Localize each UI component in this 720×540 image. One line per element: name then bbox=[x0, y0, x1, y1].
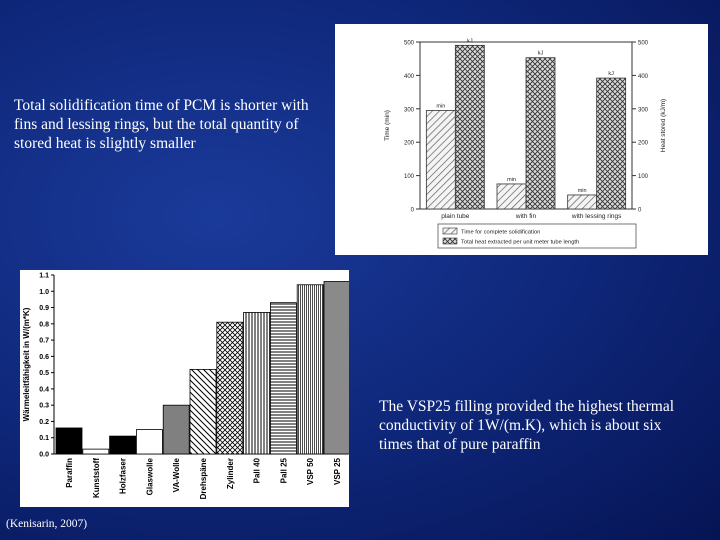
y-tick-label: 0.4 bbox=[39, 386, 49, 393]
right-description-line: times that of pure paraffin bbox=[379, 436, 541, 453]
legend-swatch bbox=[442, 227, 458, 235]
y-tick-label: 0.5 bbox=[39, 370, 49, 377]
y-tick-label: 200 bbox=[404, 141, 415, 147]
y-tick-label: 0.3 bbox=[39, 403, 49, 410]
bar bbox=[136, 429, 163, 455]
legend-box bbox=[437, 223, 637, 249]
solidification-chart-svg: 0 0 100 100 200 200 300 300 400 400 500 500 Time (mi… bbox=[384, 38, 667, 249]
bar bbox=[162, 404, 190, 455]
citation: (Kenisarin, 2007) bbox=[6, 518, 88, 530]
x-tick-label: VSP 25 bbox=[333, 457, 342, 485]
right-description: The VSP25 filling provided the highest t… bbox=[379, 397, 719, 454]
bar bbox=[243, 312, 271, 455]
bar bbox=[216, 321, 244, 455]
y-tick-label: 0 bbox=[411, 208, 415, 214]
y-tick-label: 400 bbox=[404, 74, 415, 80]
y-tick-label: 1.0 bbox=[39, 289, 49, 296]
y-tick-label: 0.0 bbox=[39, 452, 49, 459]
y-tick-label: 0.8 bbox=[39, 321, 49, 328]
x-tick-label: Pall 40 bbox=[253, 457, 262, 483]
x-tick-label: with lessing rings bbox=[571, 213, 622, 220]
x-tick-label: Paraffin bbox=[65, 458, 74, 488]
y-tick-label: 0.6 bbox=[39, 354, 49, 361]
x-tick-label: Glaswolle bbox=[145, 457, 154, 495]
x-tick-label: plain tube bbox=[441, 213, 470, 220]
x-tick-label: VSP 50 bbox=[306, 457, 315, 485]
bar-unit-label: min bbox=[578, 188, 587, 194]
y-tick-label: 300 bbox=[404, 107, 415, 113]
y-tick-label: 100 bbox=[404, 174, 415, 180]
left-description: Total solidification time of PCM is shor… bbox=[14, 97, 309, 152]
bar bbox=[82, 448, 110, 455]
bar bbox=[296, 284, 324, 455]
y-axis-label: Time (min) bbox=[384, 110, 391, 141]
bar-unit-label: min bbox=[436, 103, 445, 109]
bar-unit-label: kJ bbox=[538, 51, 544, 57]
bar-unit-label: kJ bbox=[608, 71, 614, 77]
x-tick-label: Pall 25 bbox=[279, 457, 288, 483]
bar bbox=[596, 77, 627, 210]
y2-tick-label: 0 bbox=[638, 208, 642, 214]
bar bbox=[454, 44, 485, 210]
bar bbox=[425, 110, 456, 210]
conductivity-chart: 0.0 0.1 0.2 0.3 0.4 0.5 0.6 0.7 0.8 0.9 1.0 1.1 Wärm… bbox=[20, 270, 349, 507]
x-tick-label: Kunststoff bbox=[92, 458, 101, 498]
x-tick-label: VA-Wolle bbox=[172, 457, 181, 492]
legend-label: Total heat extracted per unit meter tube… bbox=[461, 240, 579, 246]
bar bbox=[109, 435, 136, 455]
y-tick-label: 1.1 bbox=[39, 273, 49, 280]
x-tick-label: with fin bbox=[515, 213, 537, 220]
legend-swatch bbox=[442, 237, 458, 245]
bar bbox=[567, 194, 598, 210]
y-tick-label: 500 bbox=[404, 41, 415, 47]
right-description-line: The VSP25 filling provided the highest t… bbox=[379, 398, 675, 415]
x-tick-label: Holzfaser bbox=[119, 458, 128, 494]
y2-tick-label: 500 bbox=[638, 41, 649, 47]
bar bbox=[525, 57, 556, 210]
conductivity-chart-svg: 0.0 0.1 0.2 0.3 0.4 0.5 0.6 0.7 0.8 0.9 1.0 1.1 Wärm… bbox=[22, 273, 349, 499]
bar-unit-label: min bbox=[507, 177, 516, 183]
y-axis-label: Wärmeleitfähigkeit in W/(m*K) bbox=[22, 307, 31, 421]
bar bbox=[269, 302, 297, 455]
y2-tick-label: 200 bbox=[638, 141, 649, 147]
y-tick-label: 0.2 bbox=[39, 419, 49, 426]
legend-label: Time for complete solidification bbox=[461, 230, 540, 236]
solidification-chart: 0 0 100 100 200 200 300 300 400 400 500 500 Time (mi… bbox=[335, 24, 708, 255]
x-tick-label: Drehspäne bbox=[199, 457, 208, 499]
bar-unit-label: kJ bbox=[467, 38, 473, 44]
y2-tick-label: 100 bbox=[638, 174, 649, 180]
y-tick-label: 0.7 bbox=[39, 338, 49, 345]
bar bbox=[189, 368, 217, 455]
bar bbox=[323, 281, 349, 455]
y2-tick-label: 300 bbox=[638, 107, 649, 113]
bar bbox=[496, 183, 527, 210]
y2-tick-label: 400 bbox=[638, 74, 649, 80]
x-tick-label: Zylinder bbox=[226, 458, 235, 489]
right-description-line: conductivity of 1W/(m.K), which is about… bbox=[379, 417, 662, 434]
y-tick-label: 0.1 bbox=[39, 435, 49, 442]
y2-axis-label: Heat stored (kJ/m) bbox=[660, 99, 667, 152]
bar bbox=[55, 427, 83, 455]
y-tick-label: 0.9 bbox=[39, 305, 49, 312]
